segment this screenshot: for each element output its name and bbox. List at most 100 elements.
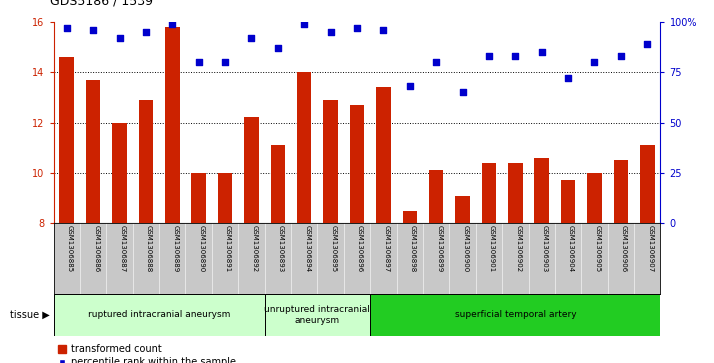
Text: GSM1306895: GSM1306895 <box>331 225 336 273</box>
Text: GSM1306890: GSM1306890 <box>198 225 205 273</box>
Point <box>193 59 204 65</box>
Point <box>351 25 363 31</box>
Bar <box>159 223 186 294</box>
Point <box>298 21 310 27</box>
Point <box>166 21 178 27</box>
Text: GSM1306901: GSM1306901 <box>489 225 495 273</box>
Point <box>404 83 416 89</box>
Point <box>563 75 574 81</box>
Bar <box>59 57 74 223</box>
Bar <box>218 173 232 223</box>
Bar <box>139 100 154 223</box>
Bar <box>640 145 655 223</box>
Bar <box>80 223 106 294</box>
Text: GSM1306907: GSM1306907 <box>648 225 653 273</box>
Bar <box>344 223 370 294</box>
Point <box>483 53 495 59</box>
Text: GSM1306888: GSM1306888 <box>146 225 152 273</box>
Point <box>246 35 257 41</box>
Bar <box>476 223 502 294</box>
Text: GSM1306902: GSM1306902 <box>516 225 521 273</box>
Text: GSM1306885: GSM1306885 <box>66 225 73 273</box>
Point <box>61 25 72 31</box>
Legend: transformed count, percentile rank within the sample: transformed count, percentile rank withi… <box>59 344 236 363</box>
Bar <box>212 223 238 294</box>
Bar <box>449 223 476 294</box>
Text: ruptured intracranial aneurysm: ruptured intracranial aneurysm <box>88 310 231 319</box>
Point <box>114 35 125 41</box>
Text: GSM1306892: GSM1306892 <box>251 225 258 273</box>
Bar <box>456 196 470 223</box>
Point <box>615 53 627 59</box>
Bar <box>587 173 602 223</box>
Text: GSM1306904: GSM1306904 <box>568 225 574 273</box>
Bar <box>370 223 396 294</box>
Point <box>431 59 442 65</box>
Text: GSM1306891: GSM1306891 <box>225 225 231 273</box>
Bar <box>581 223 608 294</box>
Point <box>140 29 151 35</box>
Bar <box>165 27 179 223</box>
FancyBboxPatch shape <box>54 294 265 336</box>
Text: GSM1306899: GSM1306899 <box>436 225 442 273</box>
Text: GSM1306897: GSM1306897 <box>383 225 389 273</box>
Text: GSM1306894: GSM1306894 <box>304 225 310 273</box>
Bar <box>376 87 391 223</box>
Text: superficial temporal artery: superficial temporal artery <box>455 310 576 319</box>
Bar <box>508 163 523 223</box>
Text: GSM1306905: GSM1306905 <box>595 225 600 273</box>
Bar <box>396 223 423 294</box>
Text: GSM1306887: GSM1306887 <box>119 225 126 273</box>
Bar <box>112 122 127 223</box>
FancyBboxPatch shape <box>370 294 660 336</box>
Point <box>219 59 231 65</box>
Bar <box>403 211 417 223</box>
Text: GSM1306903: GSM1306903 <box>542 225 548 273</box>
FancyBboxPatch shape <box>265 294 370 336</box>
Bar <box>291 223 318 294</box>
Bar <box>555 223 581 294</box>
Bar <box>560 180 575 223</box>
Text: GSM1306906: GSM1306906 <box>621 225 627 273</box>
Bar <box>350 105 364 223</box>
Bar <box>238 223 265 294</box>
Point <box>87 27 99 33</box>
Bar <box>271 145 285 223</box>
Bar <box>265 223 291 294</box>
Bar <box>423 223 449 294</box>
Text: tissue ▶: tissue ▶ <box>10 310 50 320</box>
Bar <box>133 223 159 294</box>
Text: unruptured intracranial
aneurysm: unruptured intracranial aneurysm <box>264 305 371 325</box>
Bar <box>86 80 101 223</box>
Bar <box>323 100 338 223</box>
Point <box>325 29 336 35</box>
Bar <box>613 160 628 223</box>
Point <box>589 59 600 65</box>
Bar <box>318 223 344 294</box>
Text: GDS5186 / 1539: GDS5186 / 1539 <box>50 0 153 7</box>
Point <box>378 27 389 33</box>
Bar <box>502 223 528 294</box>
Bar <box>535 158 549 223</box>
Text: GSM1306900: GSM1306900 <box>463 225 468 273</box>
Bar <box>106 223 133 294</box>
Text: GSM1306893: GSM1306893 <box>278 225 284 273</box>
Text: GSM1306898: GSM1306898 <box>410 225 416 273</box>
Bar <box>528 223 555 294</box>
Text: GSM1306886: GSM1306886 <box>93 225 99 273</box>
Bar <box>191 173 206 223</box>
Bar <box>244 118 258 223</box>
Bar <box>482 163 496 223</box>
Point <box>272 45 283 51</box>
Bar <box>54 223 80 294</box>
Bar <box>429 170 443 223</box>
Text: GSM1306896: GSM1306896 <box>357 225 363 273</box>
Bar <box>608 223 634 294</box>
Bar <box>297 72 311 223</box>
Point <box>642 41 653 47</box>
Bar <box>186 223 212 294</box>
Text: GSM1306889: GSM1306889 <box>172 225 178 273</box>
Point <box>536 49 548 55</box>
Point <box>457 89 468 95</box>
Bar <box>634 223 660 294</box>
